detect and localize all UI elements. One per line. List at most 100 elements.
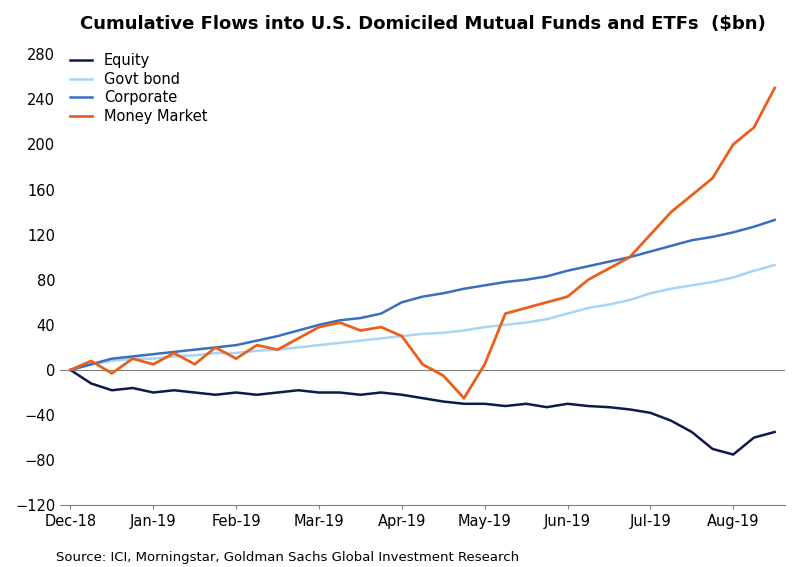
Govt bond [646,290,655,297]
Money Market [418,361,427,368]
Equity [749,434,758,441]
Equity [438,398,448,405]
Govt bond [604,301,614,308]
Equity [66,366,75,373]
Money Market [522,304,531,311]
Govt bond [128,356,138,362]
Govt bond [542,316,552,323]
Govt bond [418,331,427,337]
Money Market [314,324,324,331]
Corporate [86,361,96,368]
Money Market [749,124,758,131]
Money Market [687,192,697,198]
Corporate [149,351,158,358]
Equity [210,391,220,398]
Corporate [646,248,655,255]
Govt bond [438,329,448,336]
Money Market [501,310,510,317]
Govt bond [149,356,158,362]
Govt bond [522,319,531,326]
Corporate [501,278,510,285]
Money Market [128,356,138,362]
Govt bond [335,340,345,346]
Corporate [190,346,199,353]
Money Market [625,254,634,261]
Money Market [376,324,386,331]
Legend: Equity, Govt bond, Corporate, Money Market: Equity, Govt bond, Corporate, Money Mark… [67,50,210,127]
Money Market [356,327,366,334]
Govt bond [749,267,758,274]
Equity [562,400,572,407]
Govt bond [501,321,510,328]
Corporate [604,259,614,265]
Corporate [128,353,138,360]
Equity [149,389,158,396]
Corporate [66,366,75,373]
Equity [522,400,531,407]
Corporate [418,293,427,300]
Money Market [170,350,179,357]
Money Market [459,395,469,401]
Corporate [397,299,406,306]
Money Market [604,265,614,272]
Govt bond [583,304,593,311]
Corporate [107,356,117,362]
Govt bond [397,333,406,340]
Govt bond [708,278,718,285]
Money Market [66,366,75,373]
Govt bond [294,344,303,351]
Govt bond [459,327,469,334]
Equity [418,395,427,401]
Equity [666,417,676,424]
Line: Equity: Equity [70,370,774,455]
Corporate [294,327,303,334]
Govt bond [190,352,199,359]
Money Market [252,342,262,349]
Corporate [438,290,448,297]
Money Market [190,361,199,368]
Govt bond [273,346,282,353]
Corporate [170,349,179,356]
Equity [604,404,614,411]
Corporate [273,333,282,340]
Money Market [210,344,220,351]
Govt bond [314,342,324,349]
Money Market [562,293,572,300]
Equity [356,391,366,398]
Money Market [86,358,96,365]
Equity [376,389,386,396]
Govt bond [729,274,738,281]
Corporate [376,310,386,317]
Equity [294,387,303,393]
Money Market [397,333,406,340]
Money Market [294,335,303,342]
Govt bond [231,350,241,357]
Corporate [252,337,262,344]
Govt bond [770,261,779,268]
Govt bond [625,297,634,303]
Title: Cumulative Flows into U.S. Domiciled Mutual Funds and ETFs  ($bn): Cumulative Flows into U.S. Domiciled Mut… [80,15,766,33]
Govt bond [687,282,697,289]
Money Market [480,361,490,368]
Corporate [522,276,531,283]
Corporate [770,217,779,223]
Money Market [770,84,779,91]
Text: Source: ICI, Morningstar, Goldman Sachs Global Investment Research: Source: ICI, Morningstar, Goldman Sachs … [56,551,519,564]
Govt bond [170,353,179,360]
Equity [501,403,510,409]
Corporate [210,344,220,351]
Corporate [542,273,552,280]
Line: Corporate: Corporate [70,220,774,370]
Money Market [149,361,158,368]
Money Market [273,346,282,353]
Corporate [687,237,697,244]
Corporate [625,254,634,261]
Corporate [231,342,241,349]
Govt bond [480,324,490,331]
Equity [480,400,490,407]
Money Market [646,231,655,238]
Equity [273,389,282,396]
Equity [252,391,262,398]
Money Market [583,276,593,283]
Money Market [708,175,718,181]
